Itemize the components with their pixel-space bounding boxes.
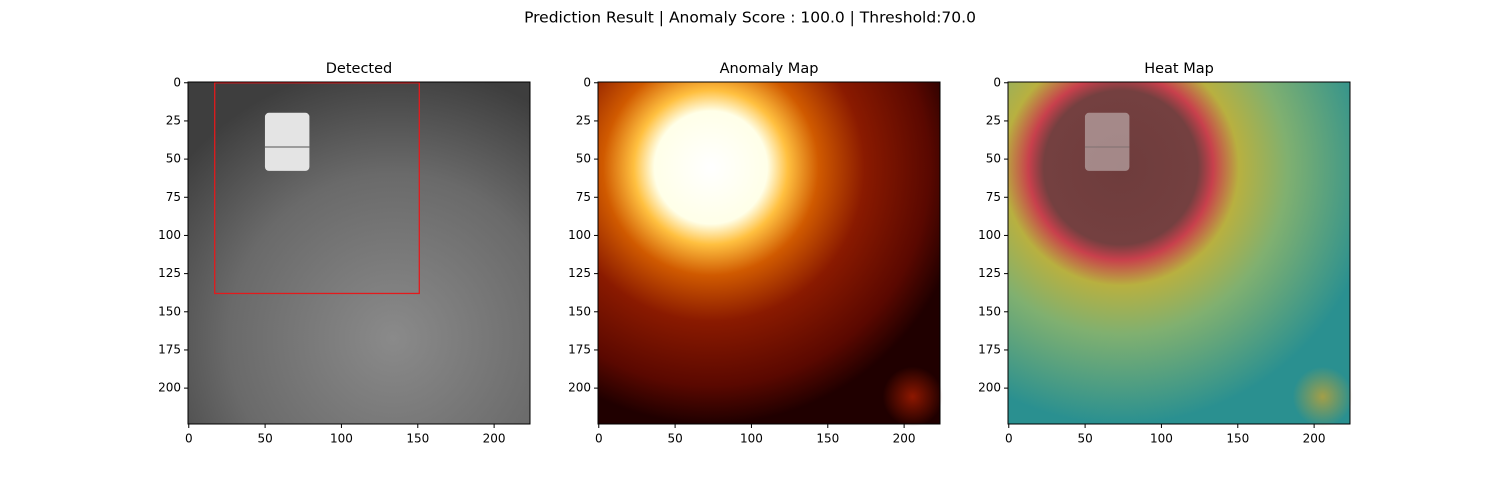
image [1008, 82, 1350, 424]
x-tick-label: 100 [1150, 432, 1173, 446]
x-tick-label: 0 [595, 432, 603, 446]
x-tick-label: 200 [483, 432, 506, 446]
x-tick-label: 50 [257, 432, 272, 446]
axes-frame [597, 81, 941, 425]
x-tick-label: 150 [1226, 432, 1249, 446]
y-tick-label: 150 [158, 304, 181, 318]
y-tick-label: 25 [166, 113, 181, 127]
x-tick-label: 150 [816, 432, 839, 446]
image [598, 82, 940, 424]
image-spot [1292, 366, 1353, 427]
x-tick-label: 50 [667, 432, 682, 446]
y-tick-label: 25 [576, 113, 591, 127]
y-tick-label: 125 [158, 266, 181, 280]
y-tick-label: 75 [166, 190, 181, 204]
image-spot [882, 366, 943, 427]
subplot-title: Detected [326, 61, 392, 77]
x-tick-label: 150 [406, 432, 429, 446]
y-tick-label: 125 [568, 266, 591, 280]
image-object [264, 112, 310, 171]
x-tick-label: 100 [330, 432, 353, 446]
image [188, 82, 530, 424]
y-tick-label: 200 [568, 381, 591, 395]
y-tick-label: 100 [568, 228, 591, 242]
y-tick-label: 50 [576, 152, 591, 166]
y-tick-label: 150 [978, 304, 1001, 318]
figure-title: Prediction Result | Anomaly Score : 100.… [524, 9, 976, 27]
y-tick-label: 50 [166, 152, 181, 166]
x-tick-label: 0 [185, 432, 193, 446]
x-tick-label: 100 [740, 432, 763, 446]
y-tick-label: 175 [158, 342, 181, 356]
y-tick-label: 0 [173, 75, 181, 89]
y-tick-label: 175 [568, 342, 591, 356]
axes-frame [187, 81, 531, 425]
x-tick-label: 200 [893, 432, 916, 446]
y-tick-label: 200 [978, 381, 1001, 395]
detection-box [214, 82, 420, 295]
y-tick-label: 175 [978, 342, 1001, 356]
axes-frame [1007, 81, 1351, 425]
subplot-title: Heat Map [1144, 61, 1214, 77]
x-tick-label: 200 [1303, 432, 1326, 446]
y-tick-label: 150 [568, 304, 591, 318]
y-tick-label: 0 [583, 75, 591, 89]
y-tick-label: 0 [993, 75, 1001, 89]
x-tick-label: 50 [1077, 432, 1092, 446]
subplot-title: Anomaly Map [720, 61, 819, 77]
y-tick-label: 50 [986, 152, 1001, 166]
y-tick-label: 75 [986, 190, 1001, 204]
y-tick-label: 200 [158, 381, 181, 395]
y-tick-label: 125 [978, 266, 1001, 280]
y-tick-label: 25 [986, 113, 1001, 127]
x-tick-label: 0 [1005, 432, 1013, 446]
y-tick-label: 100 [158, 228, 181, 242]
image-object [1084, 112, 1130, 171]
y-tick-label: 75 [576, 190, 591, 204]
y-tick-label: 100 [978, 228, 1001, 242]
